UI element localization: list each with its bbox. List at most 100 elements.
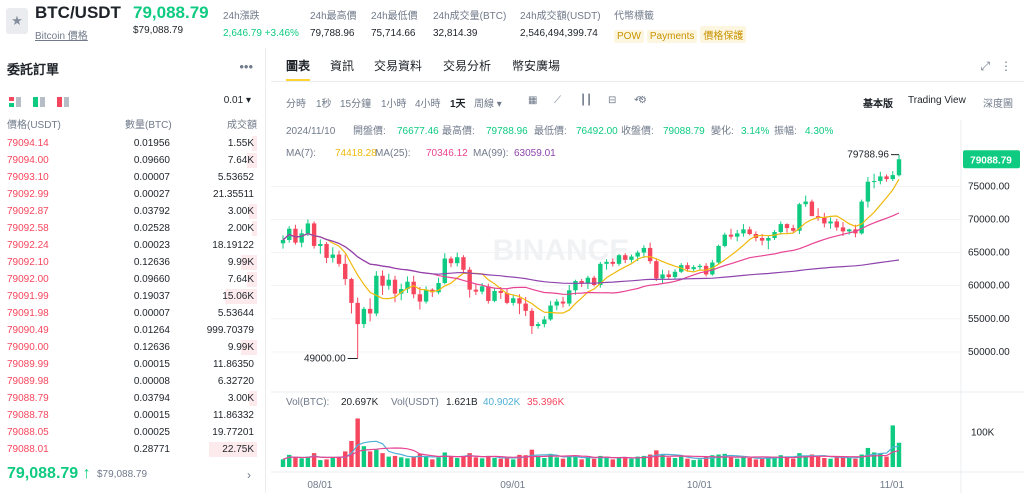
col-price: 價格(USDT)	[7, 120, 61, 131]
order-book-row[interactable]: 79092.24 0.00023 18.19122	[0, 237, 266, 254]
indicator-icon[interactable]: ⟋	[554, 95, 561, 106]
volume-label: Vol(BTC):	[286, 397, 329, 408]
order-book-last-price: 79,088.79 ↑	[7, 465, 91, 483]
order-book-row[interactable]: 79092.87 0.03792 3.00K	[0, 203, 266, 220]
interval-15m[interactable]: 15分鐘	[340, 99, 372, 110]
volume-bar	[436, 457, 441, 467]
volume-bar	[840, 456, 846, 467]
volume-bar	[803, 455, 808, 467]
volume-bar	[809, 454, 815, 467]
stat-label: 24h最高價	[310, 11, 357, 22]
price-chart[interactable]: BINANCE 2024/11/10 開盤價: 76677.46 最高價: 79788.9…	[271, 120, 1024, 493]
volume-bar	[878, 453, 883, 467]
order-book-row[interactable]: 79088.79 0.03794 3.00K	[0, 390, 266, 407]
precision-select[interactable]: 0.01 ▾	[224, 95, 251, 106]
tab-info[interactable]: 資訊	[330, 59, 355, 73]
tag-pow[interactable]: POW	[614, 30, 644, 43]
candle-body	[716, 245, 721, 263]
layout-bids-icon[interactable]	[33, 97, 45, 107]
tag-payments[interactable]: Payments	[646, 30, 698, 43]
order-book-row[interactable]: 79091.98 0.00007 5.53644	[0, 305, 266, 322]
candle-body	[840, 227, 846, 232]
price-tick-label: 50000.00	[968, 347, 1010, 358]
ma-label: MA(7):	[286, 148, 316, 159]
tag-price-protection[interactable]: 價格保護	[700, 26, 747, 43]
volume-bar	[847, 457, 852, 467]
volume-bar	[641, 455, 647, 467]
row-price: 79092.00	[7, 274, 49, 285]
volume-bar	[280, 459, 286, 467]
order-book-row[interactable]: 79092.99 0.00027 21.35511	[0, 186, 266, 203]
interval-1d[interactable]: 1天	[450, 99, 466, 110]
order-book-row[interactable]: 79092.58 0.02528 2.00K	[0, 220, 266, 237]
candle-body	[672, 271, 678, 278]
row-price: 79092.99	[7, 189, 49, 200]
favorite-star-icon[interactable]: ★	[6, 8, 28, 34]
volume-bar	[448, 456, 454, 467]
candle-body	[822, 217, 827, 224]
order-book-row[interactable]: 79093.10 0.00007 5.53652	[0, 169, 266, 186]
ma-label: MA(99):	[473, 148, 509, 159]
volume-bar	[311, 453, 317, 467]
order-book-row[interactable]: 79089.99 0.00015 11.86350	[0, 356, 266, 373]
expand-icon[interactable]: ⤢	[980, 59, 990, 73]
layout-both-icon[interactable]	[9, 97, 21, 107]
order-book-row[interactable]: 79088.01 0.28771 22.75K	[0, 441, 266, 458]
row-amount: 0.19037	[133, 291, 170, 302]
volume-bar	[467, 453, 472, 467]
interval-weekly[interactable]: 周線 ▾	[474, 95, 502, 110]
depth-bar	[249, 391, 257, 406]
order-book-row[interactable]: 79089.98 0.00008 6.32720	[0, 373, 266, 390]
order-book-row[interactable]: 79090.49 0.01264 999.70379	[0, 322, 266, 339]
view-basic[interactable]: 基本版	[863, 99, 893, 110]
grid-settings-icon[interactable]: ⋮	[1000, 59, 1012, 73]
volume-bar	[759, 458, 765, 467]
view-tradingview[interactable]: Trading View	[908, 95, 966, 106]
tab-trading-analysis[interactable]: 交易分析	[443, 59, 492, 73]
interval-line[interactable]: 分時	[286, 99, 306, 110]
order-book-row[interactable]: 79088.78 0.00015 11.86332	[0, 407, 266, 424]
order-book-row[interactable]: 79092.10 0.12636 9.99K	[0, 254, 266, 271]
more-dots-icon[interactable]: •••	[239, 59, 253, 74]
draw-tools-icon[interactable]: ⊟	[608, 95, 617, 106]
tab-trading-data[interactable]: 交易資料	[374, 59, 423, 73]
order-book-row[interactable]: 79094.00 0.09660 7.64K	[0, 152, 266, 169]
candle-body	[778, 224, 783, 233]
stat-value: 32,814.39	[433, 28, 478, 39]
calendar-icon[interactable]: ▦	[528, 95, 538, 106]
candle-body	[573, 281, 578, 291]
order-book-row[interactable]: 79092.00 0.09660 7.64K	[0, 271, 266, 288]
volume-bar	[610, 459, 615, 467]
interval-1h[interactable]: 1小時	[381, 99, 407, 110]
undo-icon[interactable]: ↶	[634, 95, 643, 106]
depth-bar	[241, 340, 257, 355]
candle-body	[647, 247, 653, 262]
view-depth[interactable]: 深度圖	[983, 99, 1013, 110]
volume-bar	[716, 454, 721, 467]
order-book-row[interactable]: 79088.05 0.00025 19.77201	[0, 424, 266, 441]
chevron-right-icon[interactable]: ›	[247, 468, 251, 482]
order-book-row[interactable]: 79091.99 0.19037 15.06K	[0, 288, 266, 305]
volume-bar	[511, 459, 516, 467]
volume-bar	[579, 459, 584, 467]
volume-tick-label: 100K	[971, 427, 995, 438]
row-amount: 0.00008	[133, 376, 170, 387]
order-book-row[interactable]: 79094.14 0.01956 1.55K	[0, 135, 266, 152]
tab-binance-square[interactable]: 幣安廣場	[512, 59, 561, 73]
settings-gear-icon[interactable]: ⚙	[638, 95, 647, 106]
stat-24h-high: 24h最高價 79,788.96	[310, 7, 357, 39]
candle-body	[479, 286, 485, 292]
candle-body	[847, 229, 852, 232]
trading-pair[interactable]: BTC/USDT	[35, 3, 121, 22]
candle-style-icon[interactable]: ┃┃	[580, 95, 593, 106]
order-book-row[interactable]: 79090.00 0.12636 9.99K	[0, 339, 266, 356]
layout-asks-icon[interactable]	[57, 97, 69, 107]
coin-info-link[interactable]: Bitcoin 價格	[35, 31, 88, 42]
volume-bar	[896, 442, 902, 467]
volume-bar	[815, 456, 821, 467]
row-amount: 0.03792	[133, 206, 170, 217]
interval-4h[interactable]: 4小時	[415, 99, 441, 110]
interval-1s[interactable]: 1秒	[316, 99, 332, 110]
tab-chart[interactable]: 圖表	[286, 57, 311, 81]
candle-body	[311, 223, 317, 246]
